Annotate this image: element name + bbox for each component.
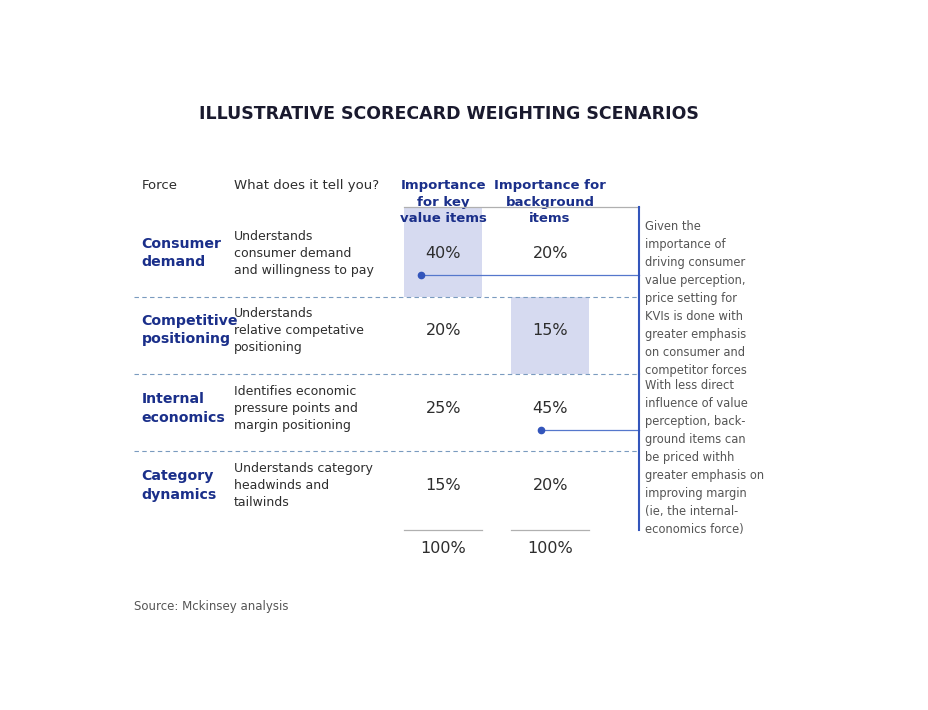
Bar <box>404 207 482 297</box>
Bar <box>510 297 588 374</box>
Text: 100%: 100% <box>527 541 573 556</box>
Text: 20%: 20% <box>425 322 460 337</box>
Text: Consumer
demand: Consumer demand <box>142 237 222 269</box>
Text: 40%: 40% <box>425 246 460 261</box>
Text: Understands
consumer demand
and willingness to pay: Understands consumer demand and willingn… <box>234 229 373 277</box>
Text: 100%: 100% <box>419 541 466 556</box>
Text: With less direct
influence of value
perception, back-
ground items can
be priced: With less direct influence of value perc… <box>644 379 763 536</box>
Text: 15%: 15% <box>532 322 567 337</box>
Text: 15%: 15% <box>425 478 460 493</box>
Text: 25%: 25% <box>425 401 460 416</box>
Text: 20%: 20% <box>532 478 567 493</box>
Text: Internal
economics: Internal economics <box>142 393 226 425</box>
Text: 45%: 45% <box>532 401 567 416</box>
Text: 20%: 20% <box>532 246 567 261</box>
Text: Force: Force <box>142 179 177 192</box>
Text: Given the
importance of
driving consumer
value perception,
price setting for
KVI: Given the importance of driving consumer… <box>644 220 746 377</box>
Text: What does it tell you?: What does it tell you? <box>234 179 379 192</box>
Text: Competitive
positioning: Competitive positioning <box>142 314 238 346</box>
Text: Understands
relative competative
positioning: Understands relative competative positio… <box>234 307 364 354</box>
Text: Category
dynamics: Category dynamics <box>142 469 217 502</box>
Text: Identifies economic
pressure points and
margin positioning: Identifies economic pressure points and … <box>234 385 357 432</box>
Text: ILLUSTRATIVE SCORECARD WEIGHTING SCENARIOS: ILLUSTRATIVE SCORECARD WEIGHTING SCENARI… <box>200 106 699 124</box>
Text: Importance for
background
items: Importance for background items <box>494 179 605 225</box>
Text: Importance
for key
value items: Importance for key value items <box>399 179 486 225</box>
Text: Understands category
headwinds and
tailwinds: Understands category headwinds and tailw… <box>234 462 372 509</box>
Text: Source: Mckinsey analysis: Source: Mckinsey analysis <box>134 600 288 613</box>
